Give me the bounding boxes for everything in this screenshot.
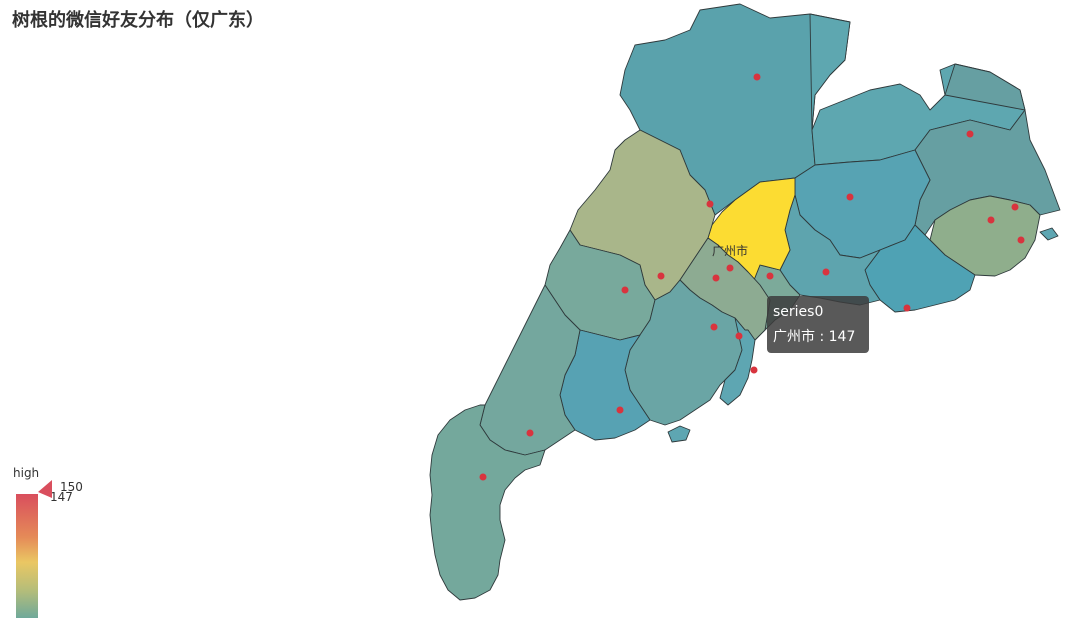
city-dot-shantou [1017, 236, 1025, 244]
city-dot-jieyang [987, 216, 995, 224]
tooltip-row: 广州市 : 147 [773, 325, 869, 350]
city-dot-qingyuan [706, 200, 714, 208]
region-zhongshan[interactable] [719, 317, 756, 406]
tooltip-series: series0 [773, 304, 824, 320]
city-dot-zhaoqing [657, 272, 665, 280]
city-dot-jiangmen [710, 323, 718, 331]
city-dot-yunfu [621, 286, 629, 294]
city-dot-dongguan [766, 272, 774, 280]
city-dot-foshan [712, 274, 720, 282]
tooltip-value: 147 [828, 329, 856, 345]
region-zhanjiang[interactable] [429, 404, 546, 601]
island-1 [667, 425, 691, 443]
city-dot-meizhou [966, 130, 974, 138]
city-dot-yangjiang [526, 429, 534, 437]
tooltip-city: 广州市 [773, 329, 815, 345]
tooltip-separator: : [815, 329, 829, 345]
island-2 [1039, 227, 1059, 241]
legend-current-value: 147 [50, 490, 73, 504]
legend-high-label: high [13, 466, 40, 480]
city-dot-maoming [616, 406, 624, 414]
legend-gradient-bar[interactable] [16, 494, 38, 618]
city-dot-shaoguan [753, 73, 761, 81]
city-dot-shanwei [903, 304, 911, 312]
city-dot-huizhou [822, 268, 830, 276]
city-dot-zhongshan [735, 332, 743, 340]
city-dot-zhuhai [750, 366, 758, 374]
city-dot-zhanjiang [479, 473, 487, 481]
legend-handle-icon[interactable] [38, 480, 54, 500]
visual-map-legend[interactable]: high 150 147 [0, 460, 120, 622]
city-dot-guangzhou [726, 264, 734, 272]
map-tooltip: series0 广州市 : 147 [767, 296, 869, 353]
legend-max-value: 150 [60, 480, 83, 494]
guangzhou-map-label: 广州市 [712, 243, 748, 258]
page-title: 树根的微信好友分布（仅广东） [12, 10, 264, 31]
city-dot-chaozhou [1011, 203, 1019, 211]
city-dot-heyuan [846, 193, 854, 201]
